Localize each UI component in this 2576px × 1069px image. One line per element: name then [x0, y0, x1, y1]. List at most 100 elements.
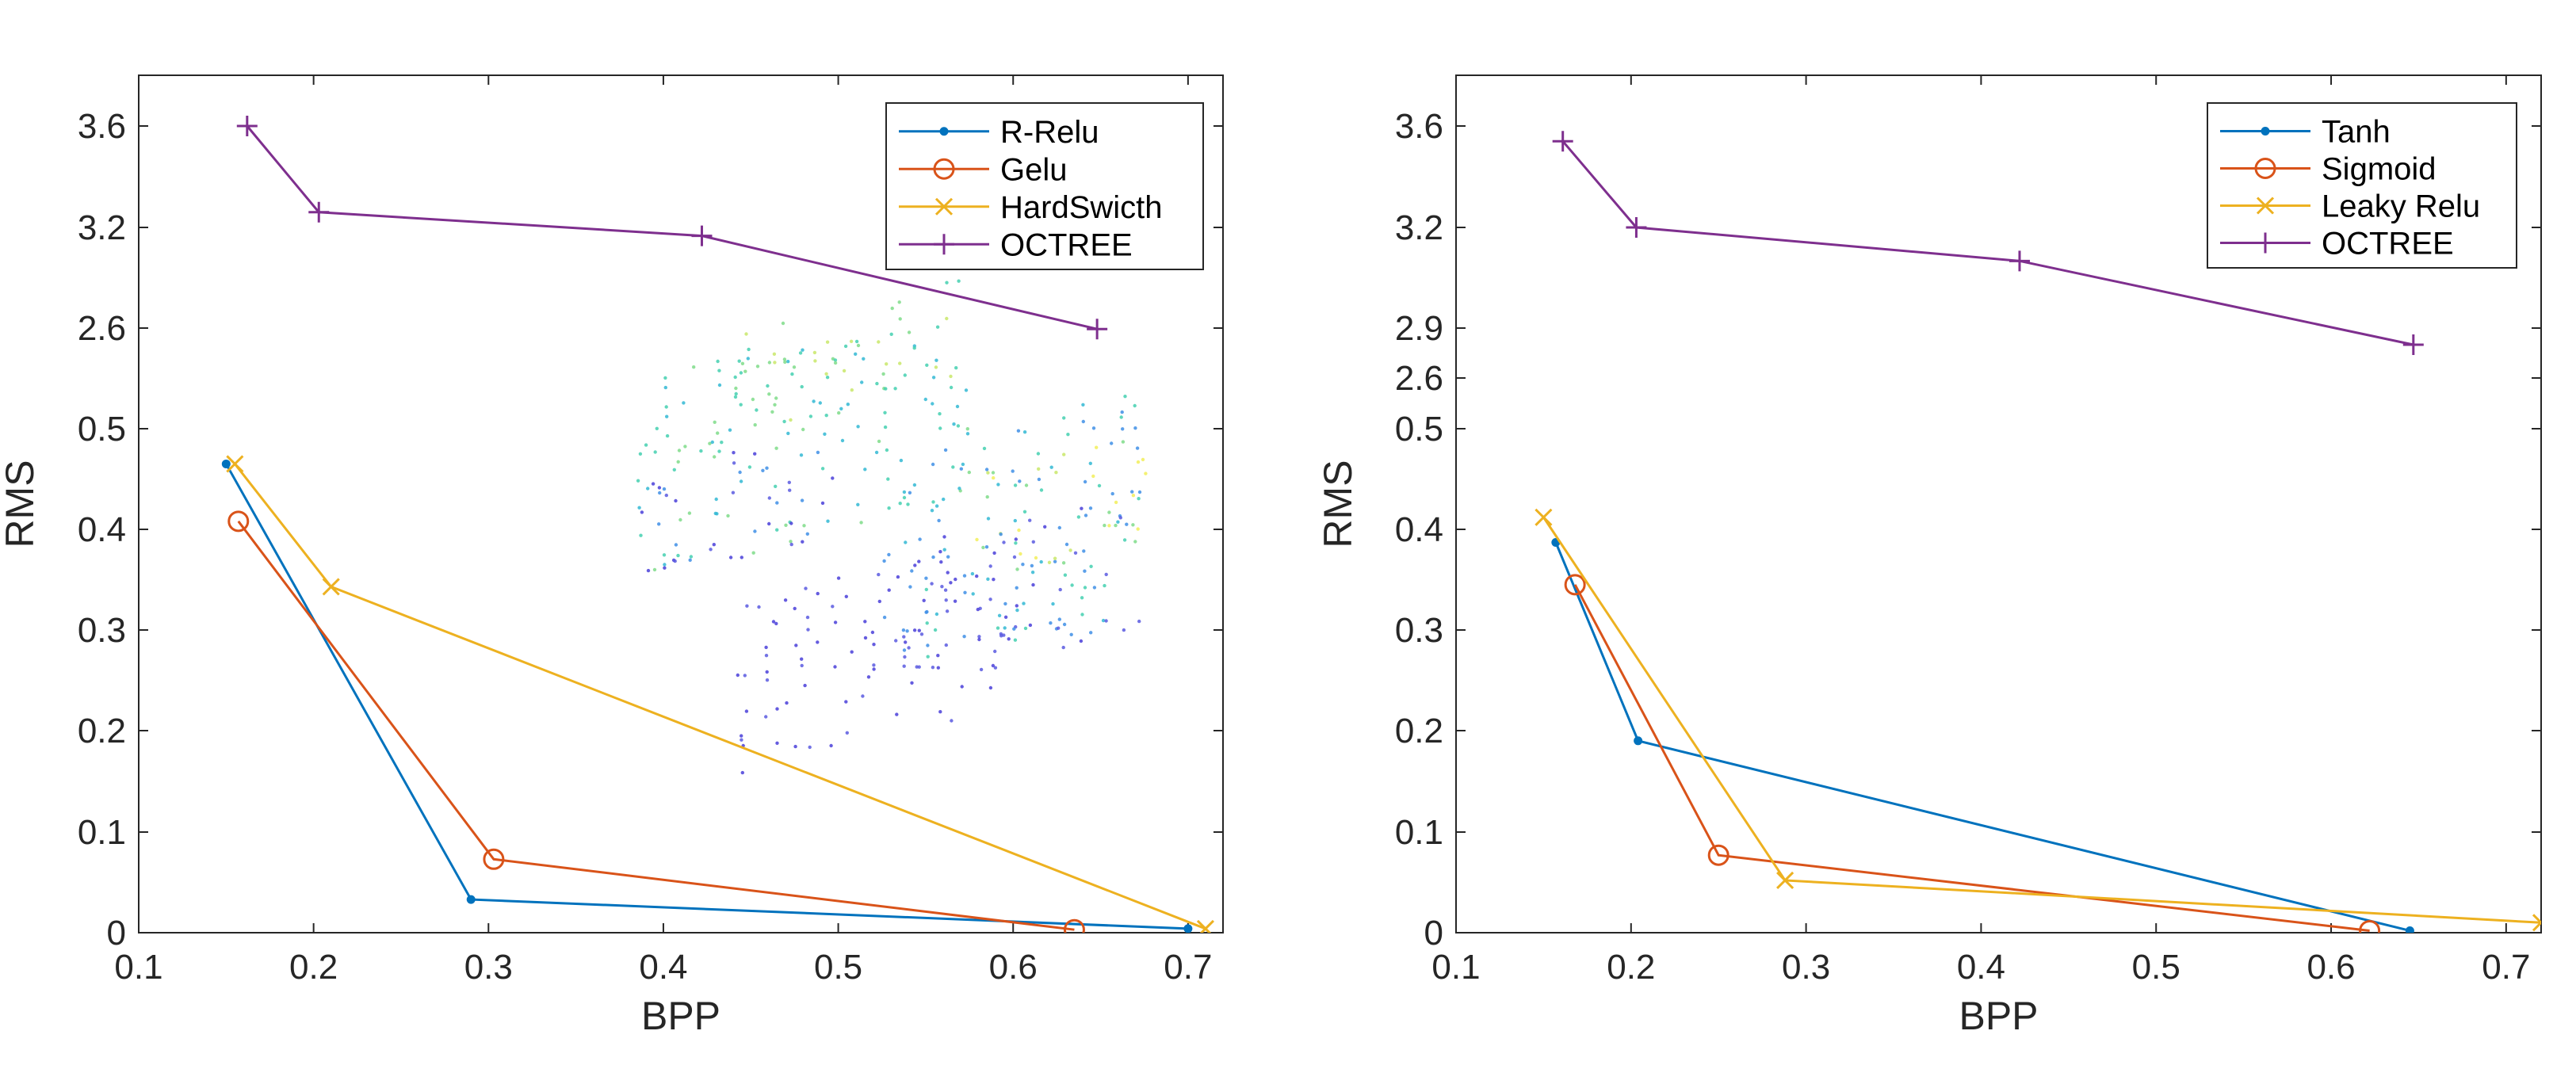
- legend-marker: [933, 158, 955, 180]
- point-cloud-dot: [962, 635, 966, 639]
- point-cloud-dot: [870, 630, 875, 635]
- point-cloud-dot: [637, 506, 641, 510]
- point-cloud-dot: [970, 571, 975, 576]
- point-cloud-dot: [1110, 491, 1114, 496]
- point-cloud-dot: [976, 607, 980, 612]
- point-cloud-dot: [886, 477, 890, 481]
- point-cloud-dot: [765, 670, 769, 674]
- point-cloud-dot: [770, 410, 774, 414]
- point-cloud-dot: [789, 418, 793, 422]
- point-cloud-dot: [714, 497, 718, 502]
- point-cloud-dot: [1013, 518, 1018, 523]
- point-cloud-dot: [1017, 528, 1021, 533]
- point-cloud-dot: [946, 555, 950, 559]
- x-tick-label: 0.3: [1782, 948, 1830, 987]
- point-cloud-dot: [744, 709, 749, 713]
- point-cloud-dot: [997, 613, 1002, 617]
- point-cloud-dot: [898, 317, 902, 321]
- point-cloud-dot: [887, 506, 891, 510]
- x-tick-label: 0.2: [1607, 948, 1655, 987]
- right-chart-panel: 0.1 0.2 0.3 0.4 0.5 0.6 0.700.10.20.30.40.52.6…: [1316, 74, 2542, 1038]
- point-cloud-dot: [816, 450, 820, 455]
- point-cloud-dot: [658, 491, 662, 495]
- point-cloud-dot: [736, 673, 740, 678]
- point-cloud-dot: [1092, 586, 1097, 590]
- point-cloud-dot: [833, 361, 838, 365]
- point-cloud-dot: [800, 657, 804, 661]
- y-tick-label: 2.9: [1395, 309, 1443, 348]
- point-cloud-dot: [789, 540, 793, 544]
- point-cloud-dot: [863, 636, 868, 640]
- data-point: [466, 895, 476, 904]
- point-cloud-dot: [726, 514, 730, 518]
- point-cloud-dot: [854, 352, 858, 356]
- point-cloud-dot: [977, 637, 981, 642]
- point-cloud-dot: [903, 655, 907, 659]
- point-cloud-dot: [1014, 541, 1018, 545]
- point-cloud-dot: [775, 707, 779, 711]
- legend-label: Gelu: [1000, 152, 1068, 187]
- point-cloud-dot: [1079, 639, 1084, 643]
- point-cloud-dot: [1022, 430, 1027, 434]
- point-cloud-dot: [753, 452, 757, 456]
- point-cloud-dot: [917, 665, 921, 669]
- data-point: [2405, 926, 2414, 933]
- point-cloud-dot: [1091, 474, 1095, 479]
- point-cloud-dot: [1015, 586, 1019, 590]
- point-cloud-dot: [816, 591, 820, 596]
- point-cloud-dot: [657, 486, 662, 490]
- point-cloud-dot: [775, 741, 779, 745]
- point-cloud-dot: [846, 403, 850, 407]
- point-cloud-dot: [683, 445, 687, 449]
- point-cloud-dot: [1031, 582, 1035, 587]
- data-point: [226, 455, 244, 473]
- point-cloud-dot: [808, 414, 813, 418]
- series-r-relu: [221, 459, 1193, 933]
- point-cloud-dot: [1137, 619, 1141, 624]
- point-cloud-dot: [790, 372, 794, 376]
- point-cloud-dot: [1022, 601, 1026, 605]
- point-cloud-dot: [930, 509, 934, 513]
- point-cloud-dot: [1062, 622, 1067, 627]
- point-cloud-dot: [993, 666, 998, 670]
- point-cloud-dot: [856, 343, 861, 348]
- point-cloud-dot: [734, 391, 738, 396]
- point-cloud-dot: [1123, 395, 1127, 399]
- point-cloud-dot: [743, 369, 747, 373]
- point-cloud-dot: [708, 441, 712, 445]
- point-cloud-dot: [677, 449, 682, 452]
- point-cloud-dot: [912, 483, 917, 487]
- point-cloud-dot: [1076, 515, 1081, 519]
- x-tick-label: 0.1: [1431, 948, 1480, 987]
- point-cloud-dot: [783, 598, 788, 602]
- point-cloud-dot: [986, 517, 991, 521]
- point-cloud-dot: [773, 403, 777, 407]
- point-cloud-dot: [934, 504, 939, 508]
- point-cloud-dot: [1039, 559, 1043, 564]
- data-point: [322, 578, 340, 596]
- point-cloud-dot: [820, 467, 825, 471]
- point-cloud-dot: [1022, 510, 1027, 514]
- point-cloud-dot: [1057, 626, 1061, 630]
- point-cloud-dot: [740, 770, 744, 775]
- point-cloud-dot: [898, 502, 902, 506]
- point-cloud-dot: [761, 468, 765, 472]
- point-cloud-dot: [931, 402, 934, 406]
- point-cloud-dot: [801, 540, 805, 544]
- point-cloud-dot: [744, 332, 748, 336]
- point-cloud-dot: [717, 368, 721, 372]
- point-cloud-dot: [992, 551, 996, 555]
- y-tick-label: 3.2: [78, 208, 126, 247]
- point-cloud-dot: [1039, 488, 1044, 492]
- point-cloud-dot: [1073, 551, 1078, 555]
- data-point: [691, 225, 713, 246]
- x-tick-label: 0.1: [114, 948, 162, 987]
- point-cloud-dot: [885, 362, 889, 366]
- point-cloud-dot: [964, 388, 969, 392]
- point-cloud-dot: [745, 604, 749, 608]
- point-cloud-dot: [882, 615, 887, 620]
- y-tick-label: 0.4: [1395, 510, 1443, 549]
- left-chart-panel: 0.1 0.2 0.3 0.4 0.5 0.6 0.700.10.20.30.40.52.6…: [0, 74, 1224, 1038]
- point-cloud-dot: [938, 550, 942, 554]
- point-cloud-dot: [738, 470, 742, 475]
